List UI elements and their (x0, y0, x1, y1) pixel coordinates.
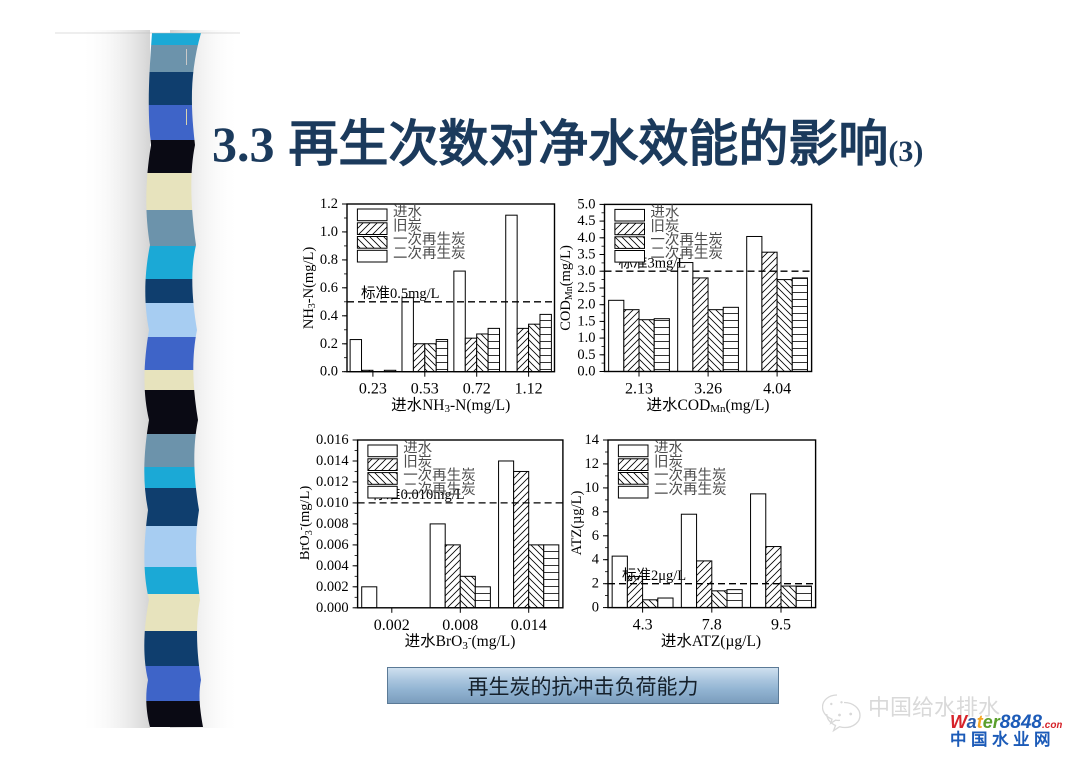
svg-text:6: 6 (592, 528, 599, 544)
svg-text:ATZ(µg/L): ATZ(µg/L) (569, 490, 585, 555)
svg-text:0.8: 0.8 (320, 252, 338, 268)
svg-text:1.0: 1.0 (577, 330, 595, 346)
svg-text:0.008: 0.008 (442, 617, 478, 634)
svg-text:7.8: 7.8 (702, 617, 722, 634)
svg-text:0.002: 0.002 (316, 579, 349, 595)
svg-text:0.6: 0.6 (320, 280, 338, 296)
svg-text:10: 10 (585, 480, 600, 496)
svg-text:4.3: 4.3 (633, 617, 653, 634)
svg-text:2.5: 2.5 (577, 280, 595, 296)
svg-text:3.0: 3.0 (577, 263, 595, 279)
svg-text:二次再生炭: 二次再生炭 (654, 481, 727, 498)
svg-text:1.2: 1.2 (320, 196, 338, 212)
svg-text:0.014: 0.014 (511, 617, 547, 634)
svg-text:标准0.5mg/L: 标准0.5mg/L (361, 285, 440, 302)
svg-text:CODMn(mg/L): CODMn(mg/L) (558, 245, 575, 331)
svg-text:4.04: 4.04 (763, 381, 791, 398)
svg-text:二次再生炭: 二次再生炭 (403, 481, 476, 498)
svg-text:0.0: 0.0 (320, 364, 338, 380)
svg-text:二次再生炭: 二次再生炭 (650, 245, 723, 262)
svg-text:4.5: 4.5 (577, 213, 595, 229)
svg-text:3.5: 3.5 (577, 247, 595, 263)
svg-text:进水NH3-N(mg/L): 进水NH3-N(mg/L) (391, 396, 510, 415)
svg-text:0.23: 0.23 (359, 381, 387, 398)
svg-text:进水CODMn(mg/L): 进水CODMn(mg/L) (647, 396, 770, 415)
svg-text:2.0: 2.0 (577, 297, 595, 313)
svg-text:0.016: 0.016 (316, 432, 349, 448)
svg-text:1.12: 1.12 (515, 381, 543, 398)
svg-text:0.2: 0.2 (320, 336, 338, 352)
svg-text:2: 2 (592, 576, 599, 592)
svg-text:9.5: 9.5 (771, 617, 791, 634)
svg-text:0.53: 0.53 (411, 381, 439, 398)
svg-text:0.4: 0.4 (320, 308, 339, 324)
svg-text:4.0: 4.0 (577, 230, 595, 246)
svg-text:0.002: 0.002 (374, 617, 410, 634)
svg-text:进水ATZ(µg/L): 进水ATZ(µg/L) (661, 632, 761, 650)
svg-text:0: 0 (592, 600, 599, 616)
svg-text:标准2μg/L: 标准2μg/L (622, 567, 686, 584)
svg-text:8: 8 (592, 504, 599, 520)
svg-text:4: 4 (592, 552, 600, 568)
svg-text:0.72: 0.72 (463, 381, 491, 398)
svg-text:0.008: 0.008 (316, 516, 349, 532)
svg-text:1.0: 1.0 (320, 224, 338, 240)
svg-text:5.0: 5.0 (577, 196, 595, 212)
svg-text:0.014: 0.014 (316, 453, 349, 469)
svg-text:二次再生炭: 二次再生炭 (393, 245, 466, 262)
svg-text:进水BrO3-(mg/L): 进水BrO3-(mg/L) (405, 632, 516, 652)
svg-text:Water8848.com: Water8848.com (950, 712, 1062, 733)
svg-text:BrO3-(mg/L): BrO3-(mg/L) (300, 486, 315, 561)
svg-text:0.0: 0.0 (577, 364, 595, 380)
svg-text:2.13: 2.13 (625, 381, 653, 398)
svg-text:中国水业网: 中国水业网 (950, 729, 1055, 748)
svg-text:0.000: 0.000 (316, 600, 349, 616)
svg-text:0.004: 0.004 (316, 558, 349, 574)
svg-text:12: 12 (585, 456, 600, 472)
svg-text:NH3-N(mg/L): NH3-N(mg/L) (301, 247, 318, 329)
svg-text:1.5: 1.5 (577, 313, 595, 329)
svg-text:0.006: 0.006 (316, 537, 349, 553)
svg-text:0.012: 0.012 (316, 474, 349, 490)
svg-text:14: 14 (585, 432, 600, 448)
svg-text:0.5: 0.5 (577, 347, 595, 363)
svg-text:0.010: 0.010 (316, 495, 349, 511)
svg-text:3.26: 3.26 (694, 381, 722, 398)
